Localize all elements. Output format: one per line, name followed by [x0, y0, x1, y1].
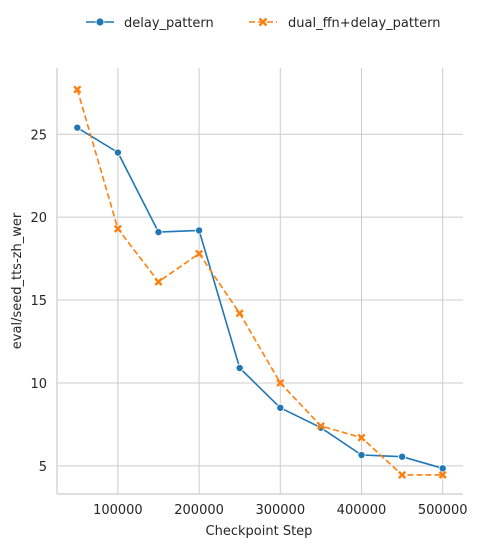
data-point — [73, 123, 82, 132]
data-point — [438, 464, 447, 473]
data-point-stroke — [398, 470, 407, 479]
y-tick-label: 10 — [30, 377, 47, 392]
data-point — [438, 470, 447, 479]
data-point-stroke — [154, 277, 163, 286]
x-tick-label: 400000 — [337, 503, 387, 518]
series-line — [76, 89, 443, 476]
y-tick-label: 5 — [39, 460, 47, 475]
data-point-stroke — [73, 85, 82, 94]
data-point — [154, 228, 163, 237]
tick-labels: 100000 200000 300000 400000 500000 5 10 15 20 25 — [30, 128, 467, 518]
y-tick-label: 25 — [30, 128, 47, 143]
data-point-stroke — [357, 433, 366, 442]
data-point — [398, 452, 407, 461]
data-point-stroke — [438, 470, 447, 479]
legend: delay_pattern dual_ffn+delay_pattern — [86, 16, 440, 31]
legend-item: dual_ffn+delay_pattern — [249, 16, 440, 31]
grid-lines — [57, 68, 463, 494]
series-line — [76, 127, 443, 470]
data-point — [357, 451, 366, 460]
series-layer — [73, 85, 447, 479]
series-delay_pattern — [73, 123, 447, 473]
axes — [56, 68, 463, 495]
data-point-stroke — [316, 421, 325, 431]
legend-label: delay_pattern — [124, 16, 214, 31]
data-point-stroke — [235, 309, 244, 318]
data-point — [73, 85, 82, 94]
data-point — [357, 433, 366, 442]
x-tick-label: 500000 — [418, 503, 468, 518]
data-point — [235, 364, 244, 373]
data-point — [276, 378, 285, 387]
x-tick-label: 200000 — [174, 503, 224, 518]
data-point — [113, 224, 122, 233]
data-point — [113, 148, 122, 157]
x-tick-label: 100000 — [93, 503, 143, 518]
legend-item: delay_pattern — [86, 16, 214, 31]
x-axis-label: Checkpoint Step — [206, 524, 313, 539]
y-tick-label: 20 — [30, 211, 47, 226]
data-point — [276, 403, 285, 412]
series-dual_ffn+delay_pattern — [73, 85, 447, 479]
data-point — [195, 249, 204, 258]
data-point — [398, 470, 407, 479]
data-point — [235, 309, 244, 318]
legend-marker — [95, 17, 105, 27]
y-tick-label: 15 — [30, 294, 47, 309]
data-point — [154, 277, 163, 286]
data-point-stroke — [276, 378, 285, 387]
data-point — [195, 226, 204, 235]
legend-label: dual_ffn+delay_pattern — [288, 16, 440, 31]
y-axis-label: eval/seed_tts-zh_wer — [10, 212, 25, 349]
x-tick-label: 300000 — [255, 503, 305, 518]
data-point-stroke — [113, 224, 122, 233]
data-point-stroke — [195, 249, 204, 258]
data-point — [316, 421, 325, 431]
legend-marker — [258, 17, 268, 27]
legend-marker-stroke — [258, 17, 268, 27]
